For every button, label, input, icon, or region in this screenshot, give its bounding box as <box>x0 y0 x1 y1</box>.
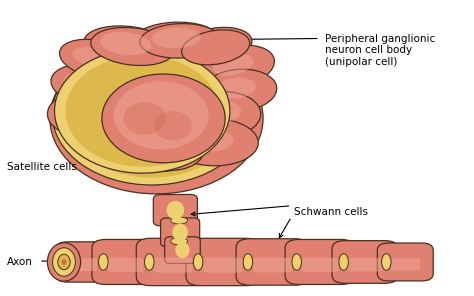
Ellipse shape <box>175 242 190 258</box>
FancyBboxPatch shape <box>69 258 97 271</box>
FancyBboxPatch shape <box>55 242 110 282</box>
FancyBboxPatch shape <box>136 238 210 286</box>
Ellipse shape <box>179 27 252 65</box>
Ellipse shape <box>114 81 209 149</box>
Ellipse shape <box>64 50 239 178</box>
Ellipse shape <box>339 254 348 270</box>
Ellipse shape <box>140 24 220 58</box>
FancyBboxPatch shape <box>108 258 143 272</box>
Ellipse shape <box>73 47 114 68</box>
Ellipse shape <box>60 39 135 79</box>
Ellipse shape <box>51 64 125 104</box>
FancyBboxPatch shape <box>253 258 292 272</box>
Text: Satellite cells: Satellite cells <box>7 162 77 172</box>
Ellipse shape <box>123 102 166 135</box>
FancyBboxPatch shape <box>391 258 420 271</box>
Ellipse shape <box>55 49 230 173</box>
FancyBboxPatch shape <box>161 218 200 247</box>
Ellipse shape <box>47 92 118 136</box>
Ellipse shape <box>107 81 173 117</box>
Ellipse shape <box>95 74 218 163</box>
FancyBboxPatch shape <box>377 243 433 281</box>
FancyBboxPatch shape <box>285 239 355 284</box>
FancyBboxPatch shape <box>186 238 259 286</box>
Ellipse shape <box>162 82 201 101</box>
Ellipse shape <box>190 92 261 136</box>
FancyBboxPatch shape <box>301 258 338 272</box>
Ellipse shape <box>184 128 234 152</box>
Ellipse shape <box>168 118 258 166</box>
Ellipse shape <box>173 224 188 241</box>
Ellipse shape <box>50 43 263 194</box>
Ellipse shape <box>202 69 277 111</box>
Ellipse shape <box>171 238 188 245</box>
FancyBboxPatch shape <box>332 241 398 283</box>
Ellipse shape <box>382 254 391 270</box>
Ellipse shape <box>166 201 184 220</box>
Ellipse shape <box>133 22 218 58</box>
Ellipse shape <box>100 32 151 55</box>
Ellipse shape <box>202 101 241 123</box>
Text: Schwann cells: Schwann cells <box>294 207 368 217</box>
Ellipse shape <box>52 43 251 185</box>
FancyBboxPatch shape <box>203 258 242 273</box>
Ellipse shape <box>118 89 155 106</box>
Text: Axon: Axon <box>7 257 33 267</box>
Ellipse shape <box>154 111 192 141</box>
Ellipse shape <box>99 34 148 54</box>
Ellipse shape <box>243 254 253 270</box>
Ellipse shape <box>53 248 75 276</box>
Ellipse shape <box>64 72 104 93</box>
Ellipse shape <box>213 54 253 76</box>
Ellipse shape <box>91 28 174 65</box>
Ellipse shape <box>200 45 274 88</box>
Ellipse shape <box>182 30 250 65</box>
FancyBboxPatch shape <box>153 194 197 226</box>
Ellipse shape <box>171 217 188 224</box>
Ellipse shape <box>193 254 203 270</box>
Ellipse shape <box>99 254 108 270</box>
Ellipse shape <box>58 254 70 270</box>
Ellipse shape <box>192 35 232 54</box>
Ellipse shape <box>148 29 194 47</box>
Ellipse shape <box>60 101 99 123</box>
FancyBboxPatch shape <box>154 258 192 273</box>
Ellipse shape <box>84 26 172 66</box>
Ellipse shape <box>142 137 182 158</box>
Ellipse shape <box>292 254 301 270</box>
Ellipse shape <box>215 78 256 99</box>
Ellipse shape <box>128 128 203 170</box>
Ellipse shape <box>83 68 230 172</box>
Ellipse shape <box>65 55 219 167</box>
Ellipse shape <box>145 254 154 270</box>
Ellipse shape <box>62 259 66 265</box>
Ellipse shape <box>152 28 201 48</box>
Ellipse shape <box>102 74 225 163</box>
FancyBboxPatch shape <box>236 239 309 285</box>
Text: Peripheral ganglionic
neuron cell body
(unipolar cell): Peripheral ganglionic neuron cell body (… <box>325 34 435 67</box>
Ellipse shape <box>47 243 81 281</box>
Ellipse shape <box>149 74 220 112</box>
FancyBboxPatch shape <box>92 239 159 284</box>
FancyBboxPatch shape <box>164 237 200 263</box>
FancyBboxPatch shape <box>347 258 383 271</box>
